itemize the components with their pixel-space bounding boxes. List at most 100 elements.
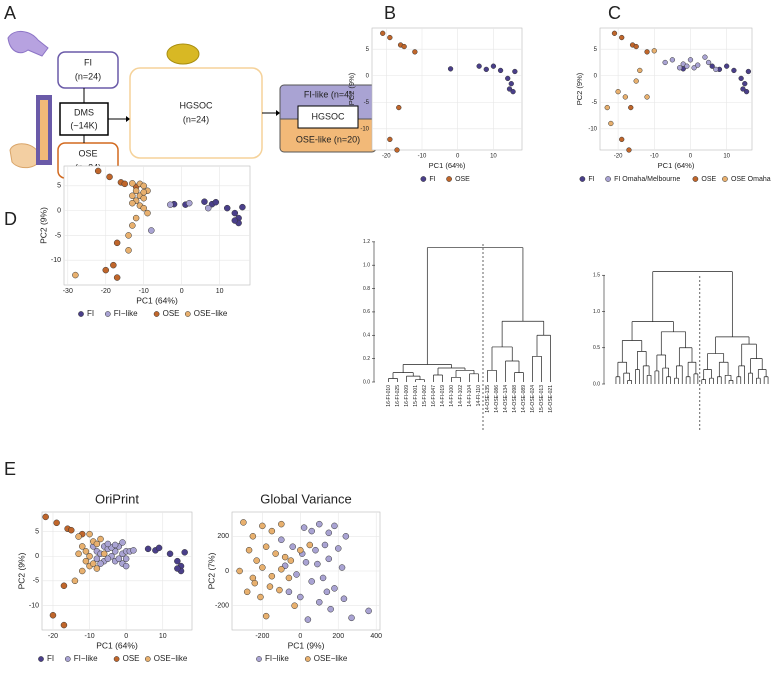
point xyxy=(289,543,296,550)
point xyxy=(249,533,257,540)
plot-panel xyxy=(63,165,251,286)
point xyxy=(705,59,712,66)
fi-box xyxy=(57,51,119,89)
point xyxy=(243,588,251,596)
branch xyxy=(402,364,452,373)
tumor-icon xyxy=(166,43,200,65)
branch xyxy=(756,377,761,384)
branch xyxy=(615,376,621,384)
branch xyxy=(715,336,750,354)
x-tick-label: 0 xyxy=(180,288,184,295)
leaf-label: 14-FI-100 xyxy=(449,385,455,407)
point xyxy=(713,66,719,73)
plot-panel xyxy=(41,511,193,631)
point xyxy=(508,81,514,87)
point xyxy=(104,555,112,562)
point xyxy=(724,63,730,69)
branch xyxy=(693,373,699,384)
y-axis-label: PC2 (7%) xyxy=(206,552,216,589)
point xyxy=(253,557,260,564)
point xyxy=(174,557,181,565)
point xyxy=(709,63,715,69)
box-text: FI xyxy=(84,57,92,67)
y-tick-label: 0.2 xyxy=(363,356,370,362)
point xyxy=(167,201,174,208)
point xyxy=(266,583,274,590)
leaf-label: 14-FI-019 xyxy=(440,385,446,407)
x-tick-label: 0 xyxy=(298,633,302,640)
legend-label: OSE xyxy=(123,654,140,663)
point xyxy=(93,540,101,548)
x-tick-label: -20 xyxy=(614,154,623,160)
point xyxy=(684,63,690,69)
branch xyxy=(426,247,524,365)
point xyxy=(140,194,147,202)
point xyxy=(78,543,86,550)
legend-label: OSE xyxy=(163,309,180,318)
legend-marker xyxy=(605,176,611,182)
point xyxy=(239,203,246,211)
panel-label: C xyxy=(608,3,621,23)
y-axis-label: PC2 (9%) xyxy=(347,72,356,105)
x-axis-label: PC1 (64%) xyxy=(658,161,695,170)
panel-label: A xyxy=(4,3,16,23)
point xyxy=(738,75,744,82)
point xyxy=(60,621,68,629)
point xyxy=(166,550,174,558)
point xyxy=(608,120,614,127)
x-tick-label: -10 xyxy=(84,633,94,640)
point xyxy=(306,541,314,549)
x-tick-label: -10 xyxy=(139,288,149,295)
leaf-label: 14-FI-104 xyxy=(467,385,473,407)
branch xyxy=(388,378,398,382)
branch xyxy=(724,374,732,384)
branch xyxy=(728,380,734,384)
y-tick-label: 0.8 xyxy=(363,286,370,292)
point xyxy=(251,579,259,587)
point xyxy=(342,533,350,540)
legend-label: FI−like xyxy=(74,654,98,663)
branch xyxy=(666,376,671,384)
y-axis-label: PC2 (9%) xyxy=(38,207,48,244)
chart-title: OriPrint xyxy=(95,491,139,506)
point xyxy=(129,199,136,207)
point xyxy=(323,588,331,596)
leaf-label: 14-OSE-098 xyxy=(512,385,518,413)
legend-label: OSE−like xyxy=(194,309,228,318)
point xyxy=(394,147,400,153)
point xyxy=(53,519,60,527)
leaf-label: 16-FI-010 xyxy=(386,385,392,407)
branch xyxy=(674,377,679,384)
y-tick-label: 200 xyxy=(217,533,229,540)
point xyxy=(669,57,676,63)
y-tick-label: 0 xyxy=(35,553,39,560)
y-tick-label: -5 xyxy=(33,578,39,585)
branch xyxy=(678,347,693,366)
leaf-label: 14-OSE-089 xyxy=(521,385,527,413)
point xyxy=(401,43,407,50)
point xyxy=(111,541,119,549)
legend-label: FI−like xyxy=(265,654,289,663)
point xyxy=(82,557,90,565)
point xyxy=(633,78,639,84)
point xyxy=(129,180,136,187)
point xyxy=(89,560,97,567)
point xyxy=(276,586,283,594)
legend-label: OSE−like xyxy=(154,654,188,663)
branch xyxy=(763,376,769,384)
plot-panel xyxy=(371,27,523,151)
branch xyxy=(437,367,466,375)
point xyxy=(132,187,140,195)
point xyxy=(604,104,610,111)
point xyxy=(93,565,101,572)
y-tick-label: 0 xyxy=(225,568,229,575)
point xyxy=(651,48,657,54)
branch xyxy=(709,377,714,384)
hgsoc-box xyxy=(129,67,263,159)
point xyxy=(505,75,511,82)
point xyxy=(644,94,650,100)
branch xyxy=(687,361,697,377)
y-tick-label: 0.5 xyxy=(593,345,600,351)
y-tick-label: 1.0 xyxy=(593,309,600,315)
branch xyxy=(635,369,640,384)
